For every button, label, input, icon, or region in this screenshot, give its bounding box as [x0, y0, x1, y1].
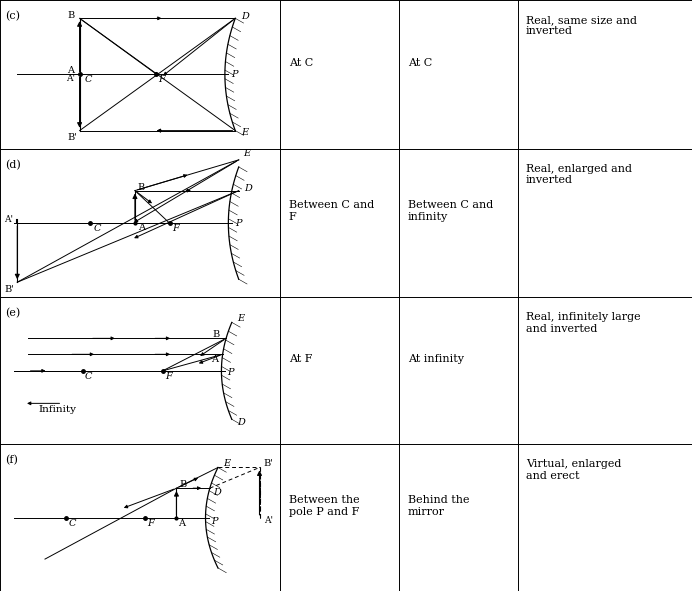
- Text: P: P: [235, 219, 242, 228]
- Text: Behind the
mirror: Behind the mirror: [408, 495, 469, 517]
- Text: (e): (e): [6, 308, 21, 318]
- Text: A': A': [264, 516, 273, 525]
- Text: A': A': [3, 215, 13, 224]
- Text: E: E: [244, 150, 251, 158]
- Text: (f): (f): [6, 455, 19, 465]
- Text: C: C: [85, 372, 92, 381]
- Text: At infinity: At infinity: [408, 354, 464, 364]
- Text: D: D: [244, 184, 253, 193]
- Text: Real, infinitely large
and inverted: Real, infinitely large and inverted: [526, 312, 641, 334]
- Text: P: P: [211, 517, 218, 526]
- Text: A: A: [179, 518, 185, 528]
- Text: P: P: [231, 70, 238, 79]
- Text: B: B: [68, 11, 75, 20]
- Text: P: P: [227, 368, 234, 376]
- Text: Virtual, enlarged
and erect: Virtual, enlarged and erect: [526, 459, 621, 481]
- Text: F: F: [172, 224, 179, 233]
- Text: B: B: [138, 183, 145, 191]
- Text: (d): (d): [6, 160, 21, 170]
- Text: B: B: [212, 330, 219, 339]
- Text: A': A': [66, 74, 75, 83]
- Text: (c): (c): [6, 11, 21, 21]
- Text: C: C: [69, 518, 76, 528]
- Text: A: A: [67, 66, 74, 75]
- Text: Between the
pole P and F: Between the pole P and F: [289, 495, 359, 517]
- Text: E: E: [242, 128, 248, 137]
- Text: A: A: [211, 355, 218, 363]
- Text: Between C and
F: Between C and F: [289, 200, 374, 222]
- Text: D: D: [241, 12, 249, 21]
- Text: B': B': [68, 133, 78, 142]
- Text: D: D: [213, 488, 221, 498]
- Text: F: F: [165, 372, 172, 381]
- Text: E: E: [237, 314, 244, 323]
- Text: C: C: [93, 224, 100, 233]
- Text: Real, same size and
inverted: Real, same size and inverted: [526, 15, 637, 37]
- Text: F: F: [158, 74, 165, 84]
- Text: E: E: [223, 459, 230, 469]
- Text: At C: At C: [289, 58, 313, 67]
- Text: At F: At F: [289, 354, 312, 364]
- Text: A: A: [138, 223, 145, 232]
- Text: Real, enlarged and
inverted: Real, enlarged and inverted: [526, 164, 632, 186]
- Text: B: B: [180, 479, 187, 489]
- Text: B': B': [264, 459, 273, 468]
- Text: B': B': [4, 285, 14, 294]
- Text: Infinity: Infinity: [38, 405, 76, 414]
- Text: F: F: [147, 518, 154, 528]
- Text: Between C and
infinity: Between C and infinity: [408, 200, 493, 222]
- Text: D: D: [237, 418, 245, 427]
- Text: C: C: [84, 74, 91, 84]
- Text: At C: At C: [408, 58, 432, 67]
